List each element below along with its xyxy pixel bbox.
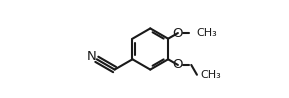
Text: O: O bbox=[173, 58, 183, 71]
Text: O: O bbox=[173, 27, 183, 40]
Text: CH₃: CH₃ bbox=[200, 70, 221, 80]
Text: CH₃: CH₃ bbox=[196, 28, 217, 38]
Text: N: N bbox=[87, 50, 97, 63]
